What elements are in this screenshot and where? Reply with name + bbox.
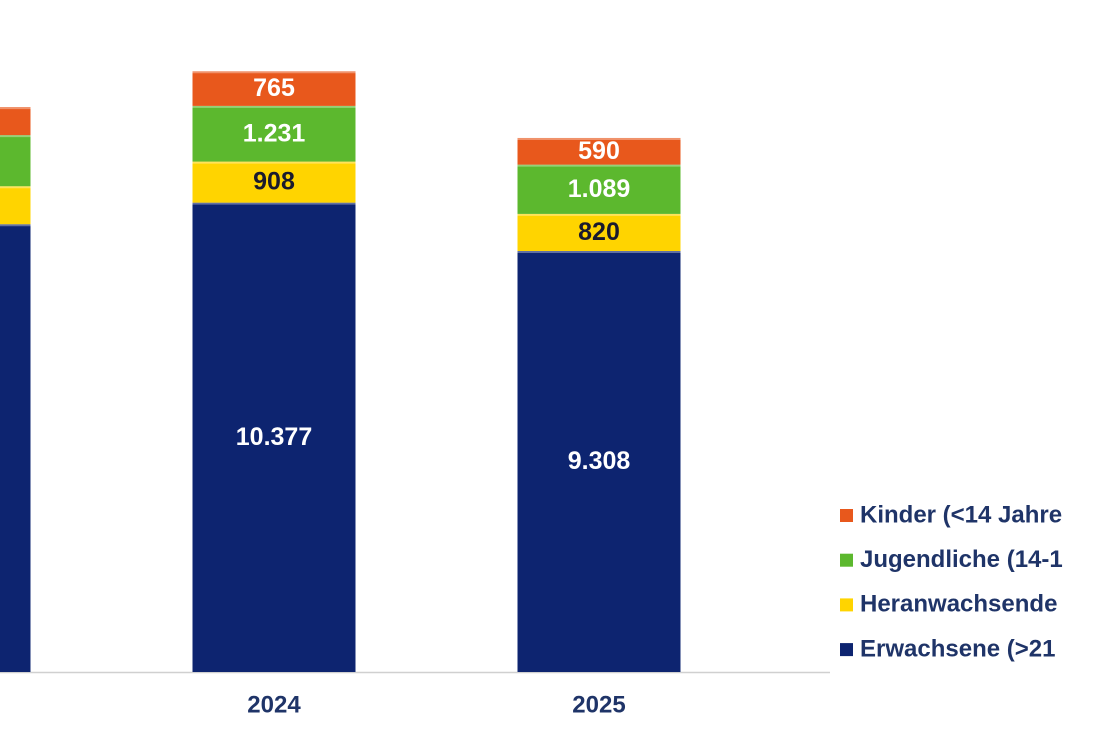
bar-segment xyxy=(0,224,31,672)
data-label: 10.377 xyxy=(236,423,312,451)
data-label: 9.308 xyxy=(568,447,631,475)
legend-label: Heranwachsende xyxy=(860,591,1057,618)
legend-swatch xyxy=(840,509,853,522)
bar-segment xyxy=(517,137,681,165)
data-label: 820 xyxy=(578,218,620,246)
bar-segment xyxy=(192,161,356,203)
data-label: 1.231 xyxy=(243,119,306,147)
legend-swatch xyxy=(840,598,853,612)
bar-segment xyxy=(192,105,356,162)
bar-segment xyxy=(517,213,681,251)
bar-segment xyxy=(0,186,31,225)
legend-swatch xyxy=(840,553,853,567)
bar-segment xyxy=(517,164,681,214)
legend-label: Jugendliche (14-1 xyxy=(860,546,1063,573)
bar-segment xyxy=(517,250,681,673)
x-tick-label: 2024 xyxy=(247,691,301,718)
legend-label: Kinder (<14 Jahre xyxy=(860,501,1062,528)
bar-segment xyxy=(0,135,31,187)
data-label: 1.089 xyxy=(568,175,631,203)
legend-label: Erwachsene (>21 xyxy=(860,635,1055,662)
data-label: 590 xyxy=(578,137,620,165)
data-label: 765 xyxy=(253,74,295,102)
bar-segment xyxy=(192,202,356,672)
legend-swatch xyxy=(840,643,853,657)
x-tick-label: 2025 xyxy=(572,691,625,718)
bar-segment xyxy=(192,71,356,106)
bar-segment xyxy=(0,107,31,136)
data-label: 908 xyxy=(253,168,295,196)
